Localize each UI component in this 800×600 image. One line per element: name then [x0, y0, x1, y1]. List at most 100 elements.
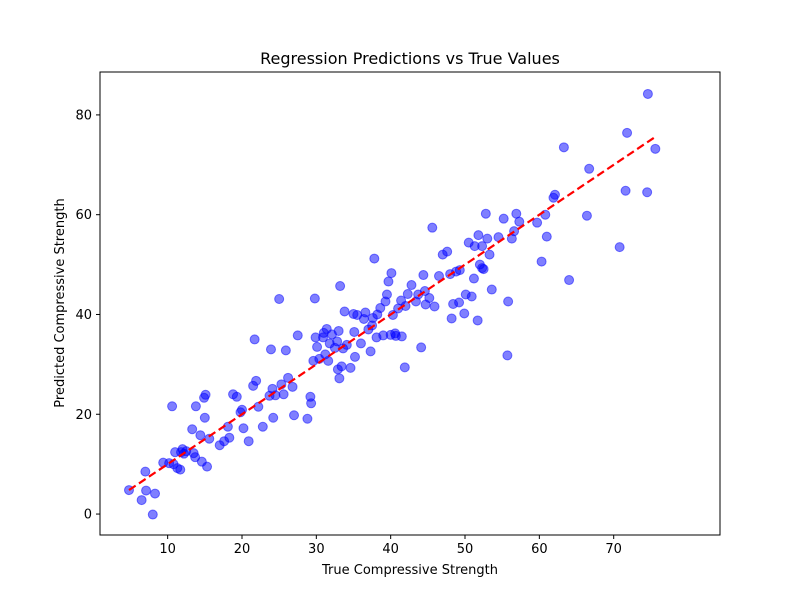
data-point — [369, 253, 380, 264]
data-point — [386, 268, 397, 279]
data-point — [558, 142, 569, 153]
y-axis-ticks: 0 20 40 60 80 — [75, 108, 100, 523]
data-point — [468, 273, 479, 284]
data-point — [480, 208, 491, 219]
data-point — [268, 412, 279, 423]
data-point — [243, 436, 254, 447]
data-point — [564, 275, 575, 286]
data-point — [332, 336, 343, 347]
data-point — [345, 362, 356, 373]
data-point — [334, 373, 345, 384]
x-axis-ticks: 10 20 30 40 50 60 70 — [159, 535, 622, 557]
x-tick-label: 50 — [457, 542, 474, 557]
data-point — [424, 293, 435, 304]
y-axis-label: Predicted Compressive Strength — [53, 198, 68, 407]
data-point — [396, 331, 407, 342]
data-point — [265, 344, 276, 355]
data-point — [402, 289, 413, 300]
data-point — [360, 307, 371, 318]
data-point — [253, 401, 264, 412]
data-point — [199, 412, 210, 423]
data-point — [270, 390, 281, 401]
y-tick-label: 20 — [75, 408, 92, 423]
data-point — [614, 242, 625, 253]
data-point — [429, 301, 440, 312]
data-point — [167, 401, 178, 412]
data-point — [335, 281, 346, 292]
x-tick-label: 70 — [605, 542, 622, 557]
data-point — [620, 185, 631, 196]
data-point — [249, 334, 260, 345]
x-tick-label: 10 — [159, 542, 176, 557]
x-tick-label: 40 — [382, 542, 399, 557]
plot-frame — [99, 71, 721, 536]
data-point — [333, 325, 344, 336]
data-point — [280, 345, 291, 356]
data-point — [498, 213, 509, 224]
data-point — [473, 230, 484, 241]
data-point — [278, 389, 289, 400]
data-point — [472, 315, 483, 326]
data-point — [416, 342, 427, 353]
data-point — [309, 293, 320, 304]
data-point — [466, 291, 477, 302]
data-point — [141, 485, 152, 496]
data-point — [459, 308, 470, 319]
data-point — [486, 284, 497, 295]
data-point — [478, 264, 489, 275]
x-axis-label: True Compressive Strength — [321, 563, 498, 578]
data-point — [584, 163, 595, 174]
data-point — [446, 313, 457, 324]
data-point — [418, 270, 429, 281]
data-point — [287, 381, 298, 392]
data-point — [399, 362, 410, 373]
data-point — [541, 231, 552, 242]
y-tick-label: 0 — [84, 508, 92, 523]
x-tick-label: 20 — [234, 542, 251, 557]
data-point — [238, 423, 249, 434]
data-point — [355, 338, 366, 349]
x-tick-label: 60 — [531, 542, 548, 557]
data-point — [140, 466, 151, 477]
data-point — [175, 464, 186, 475]
data-point — [136, 495, 147, 506]
data-point — [349, 326, 360, 337]
data-point — [306, 398, 317, 409]
data-point — [195, 430, 206, 441]
data-point — [642, 187, 653, 198]
data-point — [147, 509, 158, 520]
data-point — [581, 210, 592, 221]
data-point — [503, 296, 514, 307]
data-point — [442, 246, 453, 257]
data-point — [289, 410, 300, 421]
plot-area — [100, 72, 720, 535]
data-point — [454, 297, 465, 308]
data-point — [190, 401, 201, 412]
data-point — [349, 351, 360, 362]
data-point — [231, 391, 242, 402]
data-point — [502, 350, 513, 361]
y-tick-label: 80 — [75, 108, 92, 123]
data-point — [650, 143, 661, 154]
data-point — [365, 346, 376, 357]
x-tick-label: 30 — [308, 542, 325, 557]
data-point — [187, 424, 198, 435]
data-point — [202, 461, 213, 472]
data-point — [433, 271, 444, 282]
data-point — [224, 432, 235, 443]
data-point — [536, 256, 547, 267]
data-point — [622, 127, 633, 138]
data-point — [406, 280, 417, 291]
data-point — [150, 488, 161, 499]
data-point — [383, 276, 394, 287]
data-point — [514, 216, 525, 227]
data-point — [302, 413, 313, 424]
data-point — [200, 389, 211, 400]
data-point — [381, 289, 392, 300]
data-point — [477, 241, 488, 252]
data-point — [549, 189, 560, 200]
data-point — [484, 249, 495, 260]
data-point — [427, 222, 438, 233]
data-point — [251, 375, 262, 386]
